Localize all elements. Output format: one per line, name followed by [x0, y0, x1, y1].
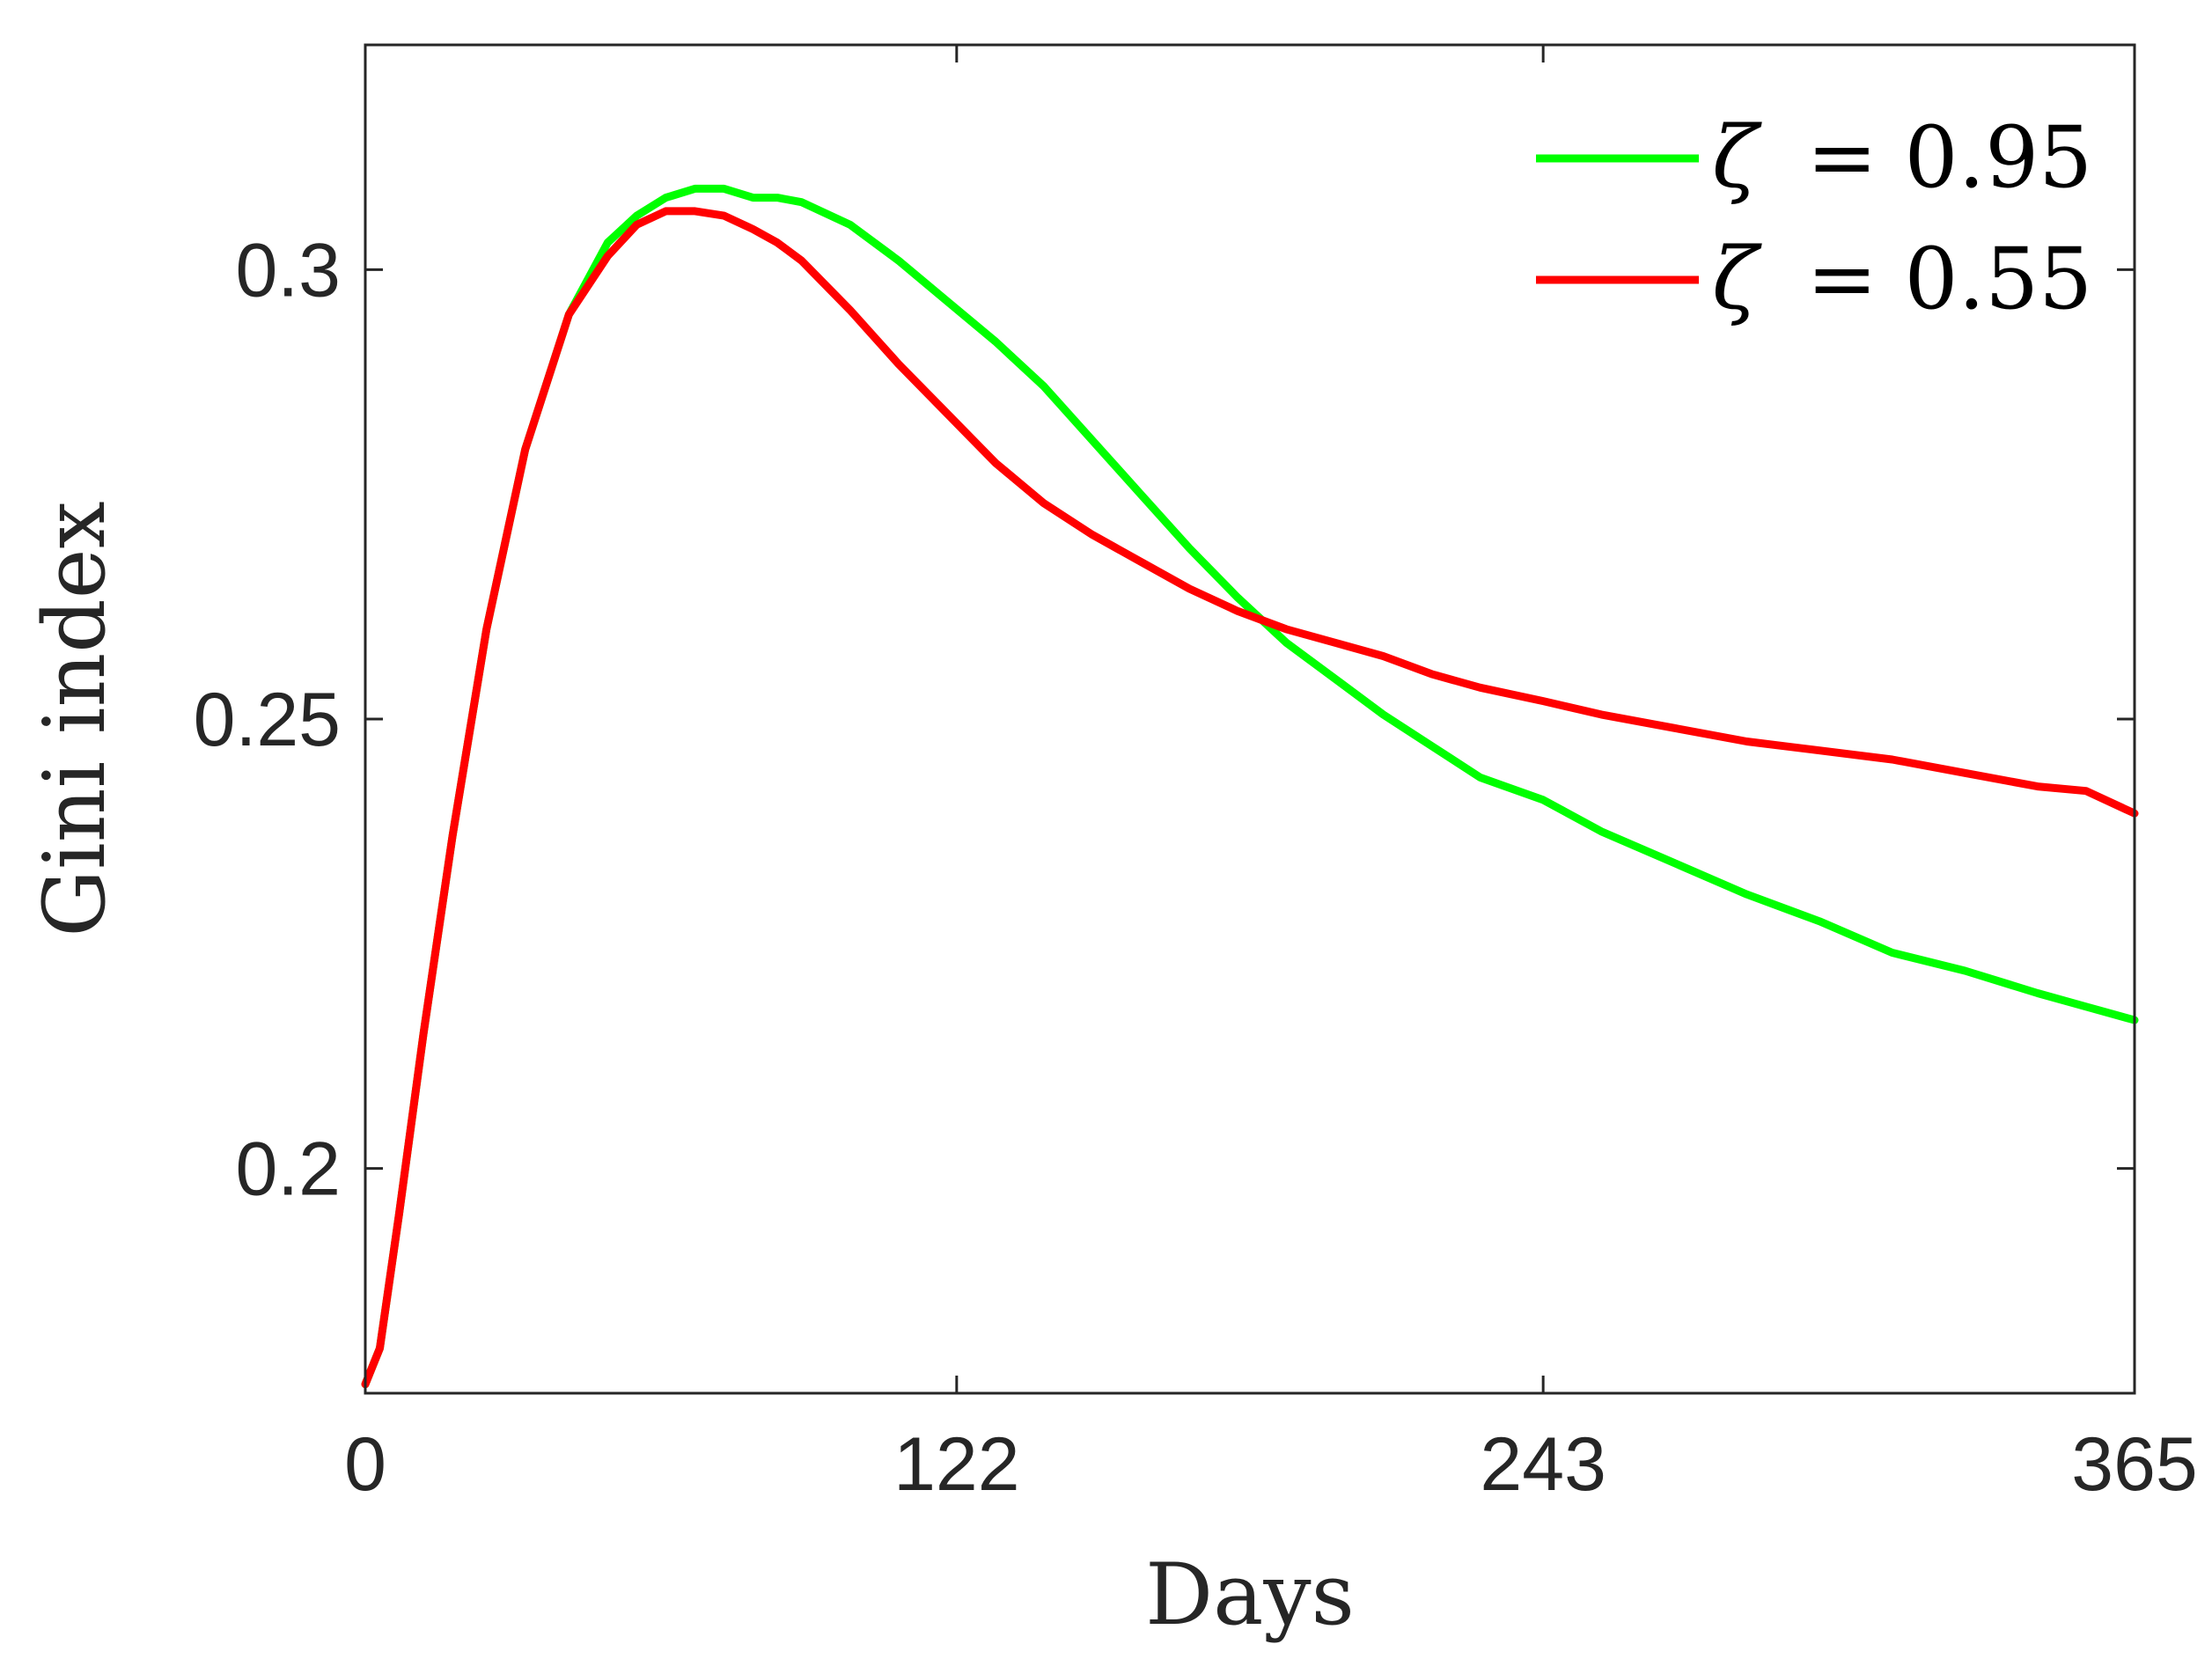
- legend-value-zeta-055: = 0.55: [1807, 230, 2093, 328]
- x-tick-label: 365: [2071, 1422, 2198, 1507]
- plot-lines: [361, 184, 2139, 1389]
- y-tick-label: 0.2: [235, 1127, 341, 1212]
- legend-label-zeta-055: ζ = 0.55: [1712, 230, 2092, 328]
- y-tick-label: 0.25: [194, 678, 341, 762]
- x-tick-label: 122: [893, 1422, 1020, 1507]
- series-line-zeta-055: [361, 207, 2139, 1389]
- x-axis-title: Days: [1145, 1545, 1355, 1644]
- x-ticks: 0 122 243 365: [344, 45, 2198, 1507]
- legend-symbol-zeta-055: ζ: [1712, 230, 1762, 328]
- legend-value-zeta-095: = 0.95: [1807, 108, 2093, 207]
- legend-symbol-zeta-095: ζ: [1712, 108, 1762, 207]
- y-ticks: 0.2 0.25 0.3: [194, 228, 2135, 1212]
- legend: ζ = 0.95 ζ = 0.55: [1536, 108, 2092, 328]
- x-tick-label: 0: [344, 1422, 386, 1507]
- legend-label-zeta-095: ζ = 0.95: [1712, 108, 2092, 207]
- x-tick-label: 243: [1480, 1422, 1606, 1507]
- y-axis-title: Gini index: [26, 501, 124, 936]
- y-tick-label: 0.3: [235, 228, 341, 312]
